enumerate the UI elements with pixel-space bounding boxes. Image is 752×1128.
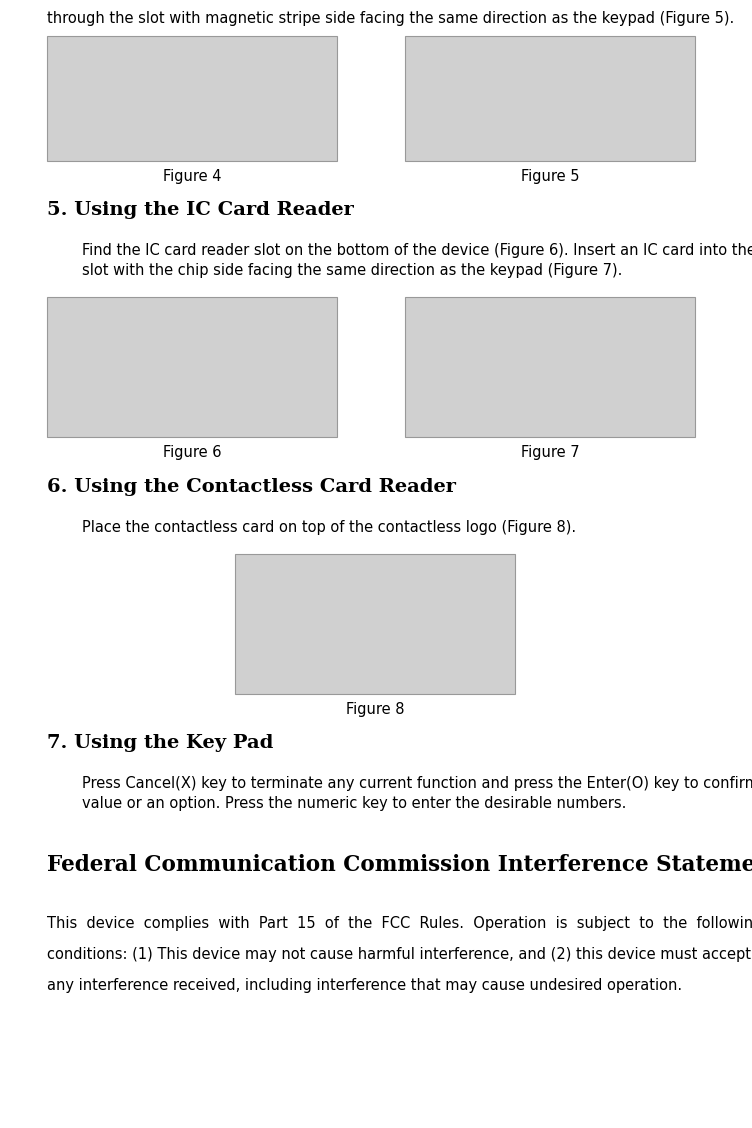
Text: Figure 7: Figure 7 <box>520 444 579 459</box>
Text: Find the IC card reader slot on the bottom of the device (Figure 6). Insert an I: Find the IC card reader slot on the bott… <box>82 243 752 257</box>
FancyBboxPatch shape <box>47 35 337 160</box>
Text: Press Cancel(X) key to terminate any current function and press the Enter(O) key: Press Cancel(X) key to terminate any cur… <box>82 776 752 791</box>
Text: Place the contactless card on top of the contactless logo (Figure 8).: Place the contactless card on top of the… <box>82 520 576 535</box>
Text: 5. Using the IC Card Reader: 5. Using the IC Card Reader <box>47 201 354 219</box>
FancyBboxPatch shape <box>47 297 337 437</box>
Text: slot with the chip side facing the same direction as the keypad (Figure 7).: slot with the chip side facing the same … <box>82 263 623 277</box>
FancyBboxPatch shape <box>405 297 695 437</box>
Text: This  device  complies  with  Part  15  of  the  FCC  Rules.  Operation  is  sub: This device complies with Part 15 of the… <box>47 916 752 931</box>
FancyBboxPatch shape <box>235 554 515 694</box>
Text: Figure 4: Figure 4 <box>162 168 221 184</box>
Text: through the slot with magnetic stripe side facing the same direction as the keyp: through the slot with magnetic stripe si… <box>47 11 734 26</box>
Text: value or an option. Press the numeric key to enter the desirable numbers.: value or an option. Press the numeric ke… <box>82 795 626 811</box>
FancyBboxPatch shape <box>405 35 695 160</box>
Text: any interference received, including interference that may cause undesired opera: any interference received, including int… <box>47 978 682 993</box>
Text: Figure 6: Figure 6 <box>162 444 221 459</box>
Text: conditions: (1) This device may not cause harmful interference, and (2) this dev: conditions: (1) This device may not caus… <box>47 946 751 961</box>
Text: Figure 8: Figure 8 <box>346 702 405 716</box>
Text: 7. Using the Key Pad: 7. Using the Key Pad <box>47 733 274 751</box>
Text: 6. Using the Contactless Card Reader: 6. Using the Contactless Card Reader <box>47 477 456 495</box>
Text: Federal Communication Commission Interference Statement: Federal Communication Commission Interfe… <box>47 854 752 875</box>
Text: Figure 5: Figure 5 <box>520 168 579 184</box>
